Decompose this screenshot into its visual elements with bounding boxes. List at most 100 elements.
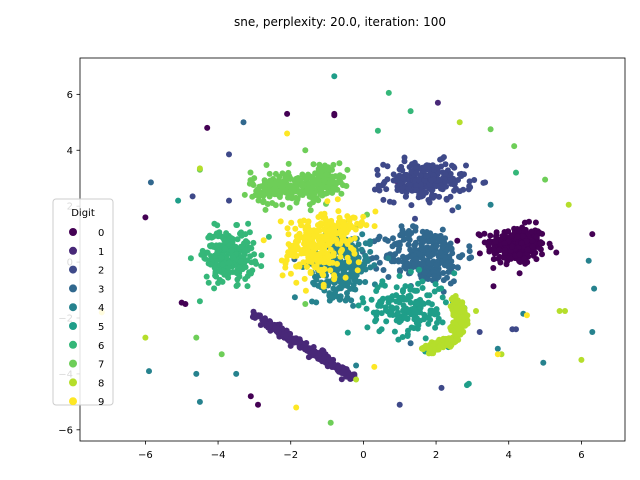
point-digit-4	[352, 286, 359, 293]
point-digit-2	[379, 182, 386, 189]
point-digit-5	[399, 334, 406, 340]
point-digit-4	[353, 362, 360, 369]
point-digit-7	[315, 166, 322, 172]
point-digit-1	[305, 354, 312, 361]
point-digit-9	[293, 252, 300, 259]
point-digit-8	[565, 201, 572, 208]
point-digit-7	[330, 161, 337, 168]
point-digit-8	[450, 319, 457, 326]
point-digit-7	[272, 170, 279, 177]
point-digit-7	[307, 173, 314, 180]
point-digit-8	[562, 308, 568, 314]
point-digit-0	[528, 228, 535, 235]
point-digit-5	[378, 310, 385, 317]
point-digit-7	[263, 162, 270, 168]
point-digit-8	[449, 306, 456, 313]
point-digit-2	[412, 215, 418, 222]
point-digit-4	[326, 290, 333, 297]
point-digit-1	[262, 315, 268, 322]
point-digit-9	[302, 287, 309, 294]
point-digit-9	[285, 231, 292, 238]
point-digit-4	[312, 273, 318, 280]
point-digit-2	[417, 181, 424, 188]
point-digit-2	[438, 384, 445, 391]
point-digit-5	[410, 305, 417, 312]
point-digit-5	[394, 309, 401, 316]
point-digit-2	[401, 154, 408, 161]
point-digit-0	[523, 238, 530, 245]
legend-marker-8	[69, 378, 77, 387]
point-digit-3	[398, 230, 405, 237]
point-digit-9	[331, 274, 338, 281]
point-digit-8	[456, 119, 463, 126]
point-digit-2	[426, 199, 433, 206]
point-digit-7	[264, 201, 271, 207]
chart-title: sne, perplexity: 20.0, iteration: 100	[234, 15, 446, 29]
point-digit-9	[288, 219, 295, 226]
point-digit-5	[400, 302, 407, 309]
point-digit-7	[338, 190, 345, 197]
point-digit-2	[449, 162, 455, 169]
point-digit-5	[383, 318, 390, 325]
point-digit-4	[540, 359, 547, 366]
point-digit-2	[442, 178, 449, 185]
point-digit-9	[324, 198, 331, 205]
point-digit-9	[303, 263, 310, 270]
point-digit-5	[439, 319, 446, 326]
point-digit-2	[413, 182, 420, 189]
point-digit-7	[262, 186, 268, 193]
point-digit-2	[449, 207, 456, 214]
point-digit-2	[406, 186, 413, 193]
point-digit-9	[260, 237, 267, 244]
point-digit-9	[325, 241, 332, 248]
point-digit-0	[490, 256, 497, 263]
point-digit-2	[374, 171, 381, 178]
point-digit-3	[390, 235, 396, 242]
point-digit-9	[279, 272, 286, 279]
point-digit-3	[466, 248, 473, 255]
point-digit-2	[423, 172, 429, 179]
point-digit-9	[371, 223, 378, 230]
point-digit-3	[455, 204, 462, 211]
point-digit-3	[373, 254, 380, 261]
point-digit-1	[257, 312, 263, 319]
point-digit-8	[142, 334, 149, 341]
point-digit-3	[376, 259, 383, 266]
point-digit-9	[327, 267, 334, 274]
point-digit-2	[226, 197, 232, 204]
point-digit-1	[252, 314, 259, 321]
point-digit-5	[433, 306, 440, 313]
point-digit-5	[421, 311, 428, 318]
point-digit-5	[416, 266, 423, 273]
point-digit-0	[529, 237, 536, 244]
point-digit-7	[193, 334, 200, 341]
point-digit-5	[406, 293, 413, 300]
point-digit-9	[307, 270, 314, 277]
point-digit-2	[396, 166, 403, 173]
point-digit-8	[458, 314, 465, 320]
point-digit-7	[287, 182, 294, 189]
point-digit-9	[296, 231, 303, 237]
point-digit-6	[234, 222, 240, 228]
legend-label-8: 8	[98, 378, 104, 389]
point-digit-0	[331, 112, 338, 119]
point-digit-6	[196, 298, 203, 305]
point-digit-8	[453, 305, 460, 312]
point-digit-6	[265, 233, 272, 240]
legend-marker-5	[69, 322, 77, 330]
point-digit-6	[250, 239, 257, 246]
point-digit-3	[407, 246, 414, 253]
point-digit-6	[187, 255, 194, 262]
point-digit-1	[345, 371, 352, 377]
point-digit-3	[454, 264, 461, 271]
point-digit-4	[589, 329, 596, 335]
point-digit-9	[322, 259, 329, 265]
point-digit-8	[453, 298, 460, 305]
point-digit-0	[490, 265, 497, 271]
point-digit-9	[282, 260, 289, 267]
point-digit-9	[299, 247, 306, 253]
point-digit-7	[324, 167, 331, 174]
legend-marker-4	[69, 303, 77, 312]
point-digit-3	[395, 247, 402, 254]
point-digit-0	[178, 299, 185, 306]
